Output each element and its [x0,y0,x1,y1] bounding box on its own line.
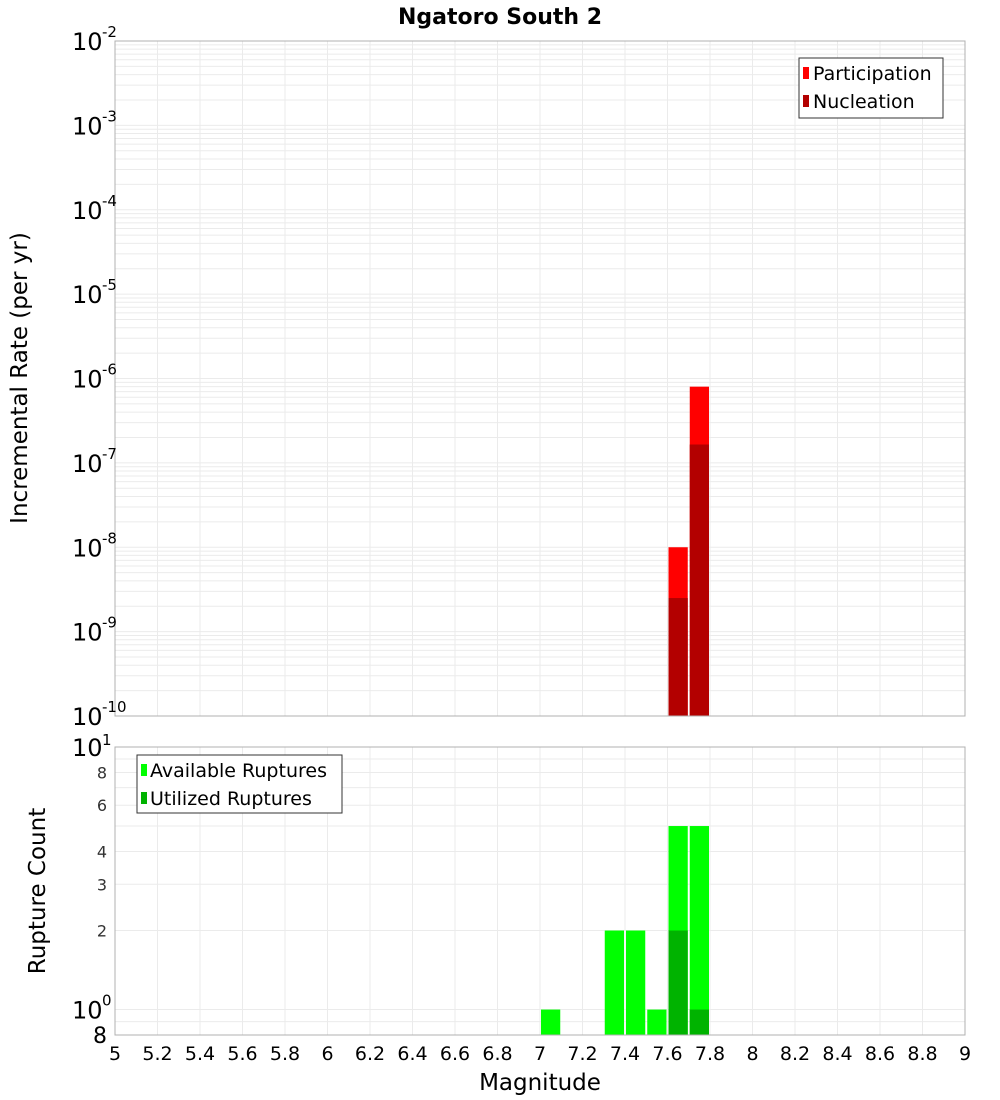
svg-text:10: 10 [72,734,103,762]
svg-text:10: 10 [72,197,103,225]
svg-text:8.4: 8.4 [822,1043,852,1065]
svg-text:-8: -8 [102,529,117,547]
legend-swatch-utilized [141,792,147,804]
svg-text:10: 10 [72,366,103,394]
svg-text:6: 6 [97,796,107,815]
svg-text:-2: -2 [102,23,117,41]
svg-text:-3: -3 [102,107,117,125]
bar-available-ruptures [647,1009,667,1035]
svg-text:8.2: 8.2 [780,1043,810,1065]
svg-text:10: 10 [72,619,103,647]
svg-text:6.2: 6.2 [355,1043,385,1065]
svg-text:-7: -7 [102,445,117,463]
svg-text:7.4: 7.4 [610,1043,640,1065]
svg-text:-4: -4 [102,192,117,210]
x-ticks: 5 5.2 5.4 5.6 5.8 6 6.2 6.4 6.6 6.8 7 7.2 7.4 7.6 7.8 8… [109,1043,971,1065]
bar-utilized-ruptures [668,930,688,1035]
legend-utilized: Utilized Ruptures [150,788,312,810]
svg-text:-10: -10 [102,698,127,716]
svg-text:5.2: 5.2 [142,1043,172,1065]
svg-text:1: 1 [102,731,112,749]
svg-text:8: 8 [746,1043,758,1065]
svg-text:5: 5 [109,1043,121,1065]
bar-available-ruptures [689,826,709,1035]
svg-text:8: 8 [97,763,107,782]
legend-swatch-available [141,764,147,776]
legend-participation: Participation [813,63,932,85]
svg-text:10: 10 [72,534,103,562]
svg-text:6.6: 6.6 [440,1043,470,1065]
bottom-plot-frame [114,746,966,1036]
chart-title: Ngatoro South 2 [398,5,602,30]
bar-available-ruptures [541,1009,561,1035]
svg-text:-6: -6 [102,361,117,379]
svg-text:9: 9 [959,1043,971,1065]
svg-text:10: 10 [72,450,103,478]
bottom-legend: Available Ruptures Utilized Ruptures [136,754,343,814]
svg-text:2: 2 [97,922,107,941]
svg-text:7.2: 7.2 [567,1043,597,1065]
bar-nucleation [668,598,688,716]
svg-text:6.4: 6.4 [397,1043,427,1065]
legend-available: Available Ruptures [150,760,327,782]
svg-text:0: 0 [102,992,112,1010]
svg-text:7.6: 7.6 [652,1043,682,1065]
legend-nucleation: Nucleation [813,91,915,113]
svg-text:8: 8 [93,1024,107,1049]
bar-available-ruptures [604,930,624,1035]
bar-nucleation [689,444,709,716]
x-axis-label: Magnitude [479,1070,601,1096]
svg-text:10: 10 [72,997,103,1025]
bar-available-ruptures [626,930,646,1035]
top-grid [114,41,966,717]
svg-text:6.8: 6.8 [482,1043,512,1065]
svg-text:5.4: 5.4 [185,1043,215,1065]
svg-text:-9: -9 [102,614,117,632]
top-plot-frame [114,40,966,717]
svg-text:10: 10 [72,281,103,309]
bottom-y-axis-label: Rupture Count [25,808,51,974]
svg-text:5.8: 5.8 [270,1043,300,1065]
top-y-axis-label: Incremental Rate (per yr) [7,232,33,524]
bottom-bars [541,826,709,1035]
svg-text:10: 10 [72,703,103,731]
top-y-ticks: 10-210-310-410-510-610-710-810-910-10 [72,23,127,731]
svg-text:7: 7 [534,1043,546,1065]
bar-utilized-ruptures [689,1009,709,1035]
svg-text:7.8: 7.8 [695,1043,725,1065]
svg-text:5.6: 5.6 [227,1043,257,1065]
svg-text:4: 4 [97,842,107,861]
svg-text:10: 10 [72,112,103,140]
top-plot: 10-210-310-410-510-610-710-810-910-10 In… [7,23,966,731]
top-legend: Participation Nucleation [798,57,944,119]
legend-swatch-participation [803,67,809,79]
svg-text:8.8: 8.8 [907,1043,937,1065]
svg-text:8.6: 8.6 [865,1043,895,1065]
svg-text:3: 3 [97,875,107,894]
svg-text:10: 10 [72,28,103,56]
svg-text:6: 6 [321,1043,333,1065]
svg-text:-5: -5 [102,276,117,294]
top-bars [668,386,709,716]
legend-swatch-nucleation [803,95,809,107]
